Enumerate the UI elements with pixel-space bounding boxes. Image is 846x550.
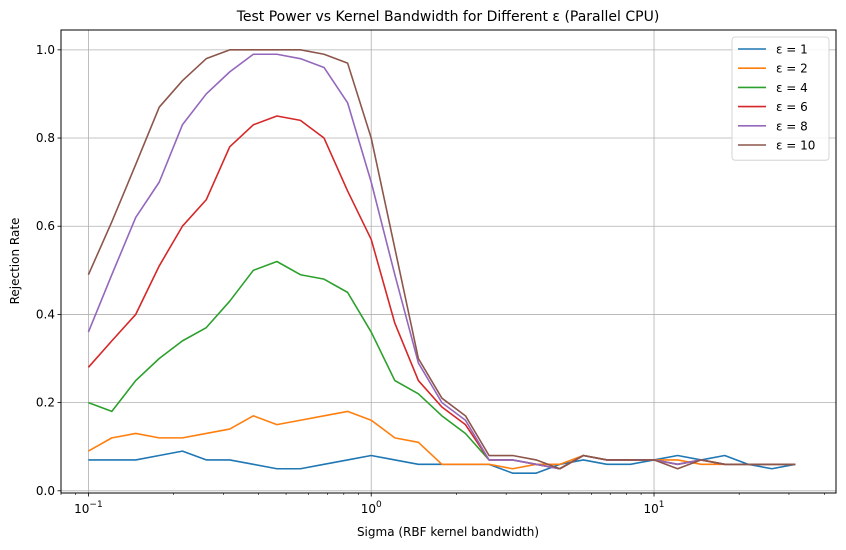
legend-label: ε = 4 xyxy=(776,81,808,95)
legend-label: ε = 6 xyxy=(776,100,808,114)
legend-label: ε = 1 xyxy=(776,43,808,57)
x-tick-label: 101 xyxy=(644,500,665,516)
grid xyxy=(61,30,836,493)
series-line-2 xyxy=(88,410,796,470)
legend-label: ε = 8 xyxy=(776,119,808,133)
series-group xyxy=(87,49,796,474)
x-tick-label: 10−1 xyxy=(74,500,103,516)
series-line-3 xyxy=(88,260,796,470)
legend-label: ε = 2 xyxy=(776,62,808,76)
y-axis-label: Rejection Rate xyxy=(8,218,22,305)
y-tick-label: 0.6 xyxy=(36,219,55,233)
y-tick-label: 1.0 xyxy=(36,43,55,57)
axis-ticks: 0.0 0.2 0.4 0.6 0.8 1.0 10−1 100 101 xyxy=(36,43,825,516)
plot-frame xyxy=(60,29,837,494)
series-line-6 xyxy=(87,49,796,470)
y-tick-label: 0.2 xyxy=(36,396,55,410)
x-axis-label: Sigma (RBF kernel bandwidth) xyxy=(357,525,539,539)
legend-label: ε = 10 xyxy=(776,139,815,153)
y-tick-label: 0.4 xyxy=(36,307,55,321)
chart-title: Test Power vs Kernel Bandwidth for Diffe… xyxy=(236,9,660,25)
y-tick-label: 0.8 xyxy=(36,131,55,145)
y-tick-label: 0.0 xyxy=(36,484,55,498)
series-line-5 xyxy=(87,53,796,470)
legend: ε = 1 ε = 2 ε = 4 ε = 6 ε = 8 ε = 10 xyxy=(731,36,830,161)
x-tick-label: 100 xyxy=(361,500,382,516)
